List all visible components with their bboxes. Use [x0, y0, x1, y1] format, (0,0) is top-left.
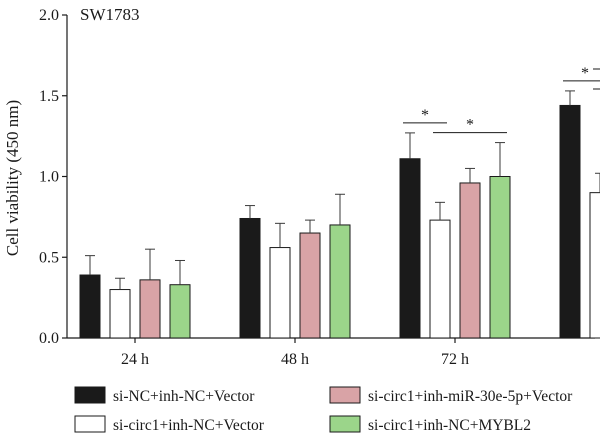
significance-label: *: [421, 107, 429, 124]
bar: [79, 274, 101, 339]
significance-label: *: [466, 117, 474, 134]
legend-swatch: [74, 386, 106, 404]
bar: [429, 219, 451, 339]
chart-title: SW1783: [80, 5, 140, 24]
legend-swatch: [329, 415, 361, 433]
bar: [459, 182, 481, 339]
bar: [169, 284, 191, 339]
bar: [489, 176, 511, 339]
bar: [109, 289, 131, 339]
bar: [139, 279, 161, 339]
bar: [329, 224, 351, 339]
significance-markers: *****: [403, 65, 600, 134]
y-tick-label: 1.0: [39, 169, 59, 186]
legend-label: si-circ1+inh-NC+MYBL2: [368, 417, 531, 434]
y-tick-label: 0.0: [39, 330, 59, 347]
y-tick-label: 1.5: [39, 88, 59, 105]
y-tick-label: 2.0: [39, 7, 59, 24]
bar: [239, 217, 261, 339]
x-tick-label: 48 h: [281, 351, 309, 368]
bar: [269, 247, 291, 339]
x-tick-label: 24 h: [121, 351, 149, 368]
significance-label: *: [581, 65, 589, 82]
legend-label: si-circ1+inh-NC+Vector: [113, 417, 265, 434]
legend: si-NC+inh-NC+Vector si-circ1+inh-NC+Vecto…: [74, 386, 573, 434]
legend-swatch: [74, 415, 106, 433]
bar: [559, 104, 581, 339]
legend-label: si-NC+inh-NC+Vector: [113, 388, 255, 405]
bar: [299, 232, 321, 339]
x-tick-label: 72 h: [441, 351, 469, 368]
legend-label: si-circ1+inh-miR-30e-5p+Vector: [368, 388, 573, 405]
bar: [589, 192, 600, 339]
bars: [79, 90, 600, 339]
y-axis-label: Cell viability (450 nm): [3, 100, 22, 256]
bar: [399, 158, 421, 339]
legend-swatch: [329, 386, 361, 404]
y-tick-label: 0.5: [39, 249, 59, 266]
